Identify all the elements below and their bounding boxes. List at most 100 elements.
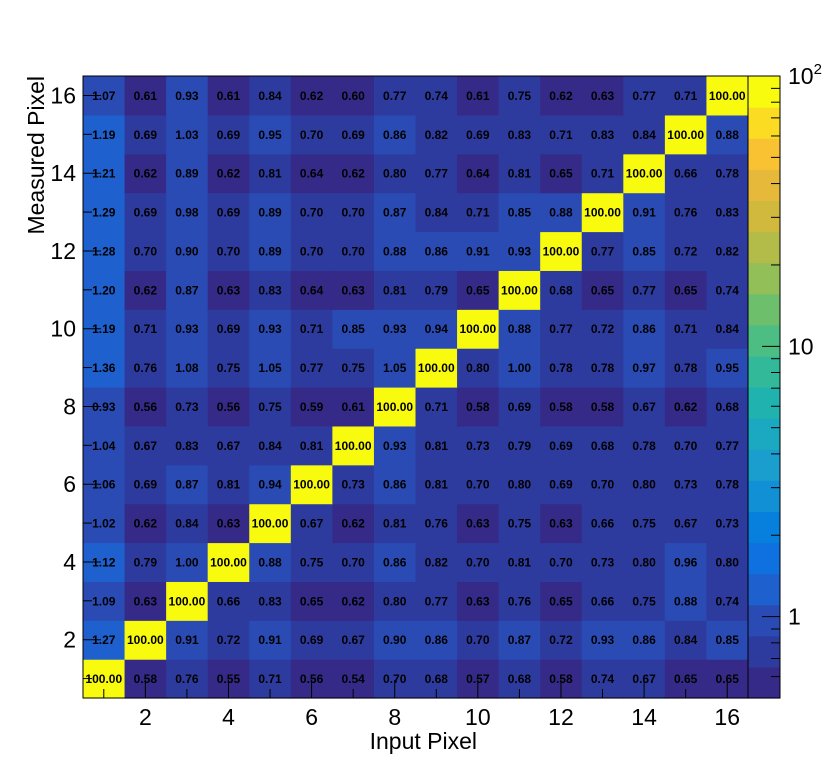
cell-value-label: 1.27 (92, 633, 116, 647)
cell-value-label: 0.77 (632, 283, 656, 297)
heatmap-cell (415, 76, 458, 116)
heatmap-cell (415, 581, 458, 621)
cell-value-label: 0.59 (300, 400, 324, 414)
heatmap-cell (332, 542, 375, 582)
heatmap-cell (623, 114, 666, 155)
cell-value-label: 0.65 (466, 283, 490, 297)
colorbar-segment (748, 231, 780, 264)
cell-value-label: 100.00 (501, 283, 538, 297)
heatmap-cell (332, 464, 375, 505)
heatmap-cell (332, 76, 375, 116)
heatmap-cell (373, 620, 417, 660)
cell-value-label: 0.73 (591, 555, 615, 569)
cell-value-label: 0.69 (134, 128, 158, 142)
heatmap-cell (498, 348, 541, 388)
heatmap-cell (166, 387, 209, 427)
cell-value-label: 0.85 (341, 322, 365, 336)
heatmap-cell (540, 620, 583, 660)
heatmap-cell (249, 231, 292, 271)
heatmap-cell (664, 348, 708, 388)
cell-value-label: 0.94 (425, 322, 449, 336)
cell-value-label: 1.21 (92, 167, 116, 181)
heatmap-cell (457, 503, 500, 544)
cell-value-label: 0.89 (175, 167, 199, 181)
heatmap-cell (166, 542, 209, 582)
cell-value-label: 0.71 (300, 322, 324, 336)
heatmap-cell (706, 309, 749, 349)
heatmap-cell (290, 114, 333, 155)
cell-value-label: 0.69 (549, 439, 573, 453)
heatmap-cell (249, 425, 292, 466)
heatmap-cell (415, 387, 458, 427)
heatmap-cell (581, 153, 624, 194)
cell-value-label: 0.82 (716, 244, 740, 258)
cell-value-label: 100.00 (418, 361, 455, 375)
heatmap-cell (332, 192, 375, 233)
colorbar-frame (747, 75, 781, 699)
cell-value-label: 0.88 (674, 594, 698, 608)
cell-value-label: 0.87 (175, 478, 199, 492)
cell-value-label: 0.57 (466, 672, 490, 686)
cell-value-label: 0.65 (674, 283, 698, 297)
cell-value-label: 0.71 (674, 89, 698, 103)
heatmap-cell (623, 309, 666, 349)
heatmap-cell (498, 425, 541, 466)
heatmap-cell-labels: 100.00 0.58 0.76 0.55 0.71 0.56 0.54 0.70 0.68 0.… (85, 89, 745, 686)
cell-value-label: 0.91 (632, 206, 656, 220)
cell-value-label: 0.67 (134, 439, 158, 453)
heatmap-cell (373, 270, 417, 310)
x-tick-label: 16 (714, 704, 740, 730)
heatmap-cell (249, 464, 292, 505)
cell-value-label: 1.00 (508, 361, 532, 375)
cell-value-label: 0.58 (549, 672, 573, 686)
heatmap-cell (581, 348, 624, 388)
cell-value-label: 0.76 (425, 517, 449, 531)
cell-value-label: 0.81 (508, 167, 532, 181)
cell-value-label: 0.87 (175, 283, 199, 297)
cell-value-label: 0.62 (300, 89, 324, 103)
cell-value-label: 0.88 (383, 244, 407, 258)
y-tick-label: 6 (63, 471, 76, 497)
cell-value-label: 0.60 (341, 89, 365, 103)
heatmap-cell (623, 464, 666, 505)
cell-value-label: 0.70 (300, 128, 324, 142)
cell-value-label: 0.76 (508, 594, 532, 608)
cell-value-label: 0.80 (716, 555, 740, 569)
heatmap-cell (249, 309, 292, 349)
heatmap-cell (332, 387, 375, 427)
cell-value-label: 0.74 (425, 89, 449, 103)
heatmap-cell (249, 114, 292, 155)
x-tick-label: 4 (222, 704, 235, 730)
heatmap-cell (457, 309, 500, 349)
heatmap-cell (581, 620, 624, 660)
cell-value-label: 1.29 (92, 206, 116, 220)
cell-value-label: 0.72 (549, 633, 573, 647)
heatmap-cell (540, 192, 583, 233)
cell-value-label: 0.76 (134, 361, 158, 375)
heatmap-cell (457, 270, 500, 310)
heatmap-cell (290, 581, 333, 621)
cell-value-label: 0.83 (716, 206, 740, 220)
heatmap-cell (540, 387, 583, 427)
heatmap-cell (581, 76, 624, 116)
cell-value-label: 0.84 (258, 439, 282, 453)
cell-value-label: 0.81 (383, 283, 407, 297)
cell-value-label: 0.91 (258, 633, 282, 647)
heatmap-cell (415, 620, 458, 660)
heatmap-cell (166, 153, 209, 194)
cell-value-label: 0.83 (258, 594, 282, 608)
colorbar-segment (748, 293, 780, 326)
heatmap-cell (706, 153, 749, 194)
cell-value-label: 0.69 (466, 128, 490, 142)
colorbar-segment (748, 418, 780, 450)
heatmap-cell (664, 153, 708, 194)
cell-value-label: 0.75 (217, 361, 241, 375)
heatmap-cell (124, 387, 167, 427)
heatmap-cell (249, 503, 292, 544)
cell-value-label: 0.96 (674, 555, 698, 569)
cell-value-label: 0.81 (383, 517, 407, 531)
heatmap-cell (706, 270, 749, 310)
cell-value-label: 0.74 (716, 594, 740, 608)
cell-value-label: 0.73 (466, 439, 490, 453)
